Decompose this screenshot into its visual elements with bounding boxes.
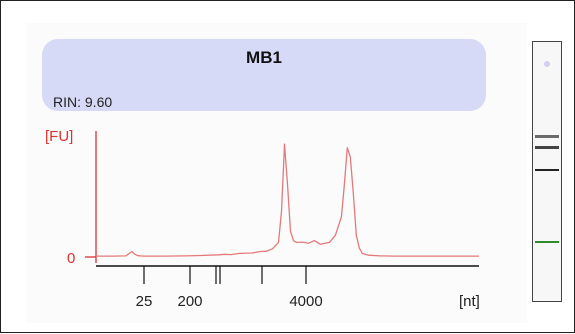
gel-band-2 <box>535 146 559 149</box>
x-tick-label-4000: 4000 <box>289 293 322 310</box>
x-tick-label-200: 200 <box>177 293 202 310</box>
gel-band-1 <box>535 135 559 138</box>
y-axis-label: [FU] <box>45 128 73 145</box>
x-tick-label-25: 25 <box>136 293 153 310</box>
sample-title: MB1 <box>246 48 282 67</box>
rin-value: RIN: 9.60 <box>53 94 113 110</box>
series-trace-line <box>96 143 479 257</box>
y-tick-label-zero: 0 <box>67 250 75 267</box>
gel-band-3 <box>535 169 559 171</box>
gel-lane <box>532 41 562 302</box>
gel-top-marker-dot <box>544 61 550 67</box>
x-axis-unit-label: [nt] <box>459 293 480 310</box>
gel-band-4 <box>535 241 559 243</box>
sample-header: MB1 RIN: 9.60 <box>42 39 486 111</box>
